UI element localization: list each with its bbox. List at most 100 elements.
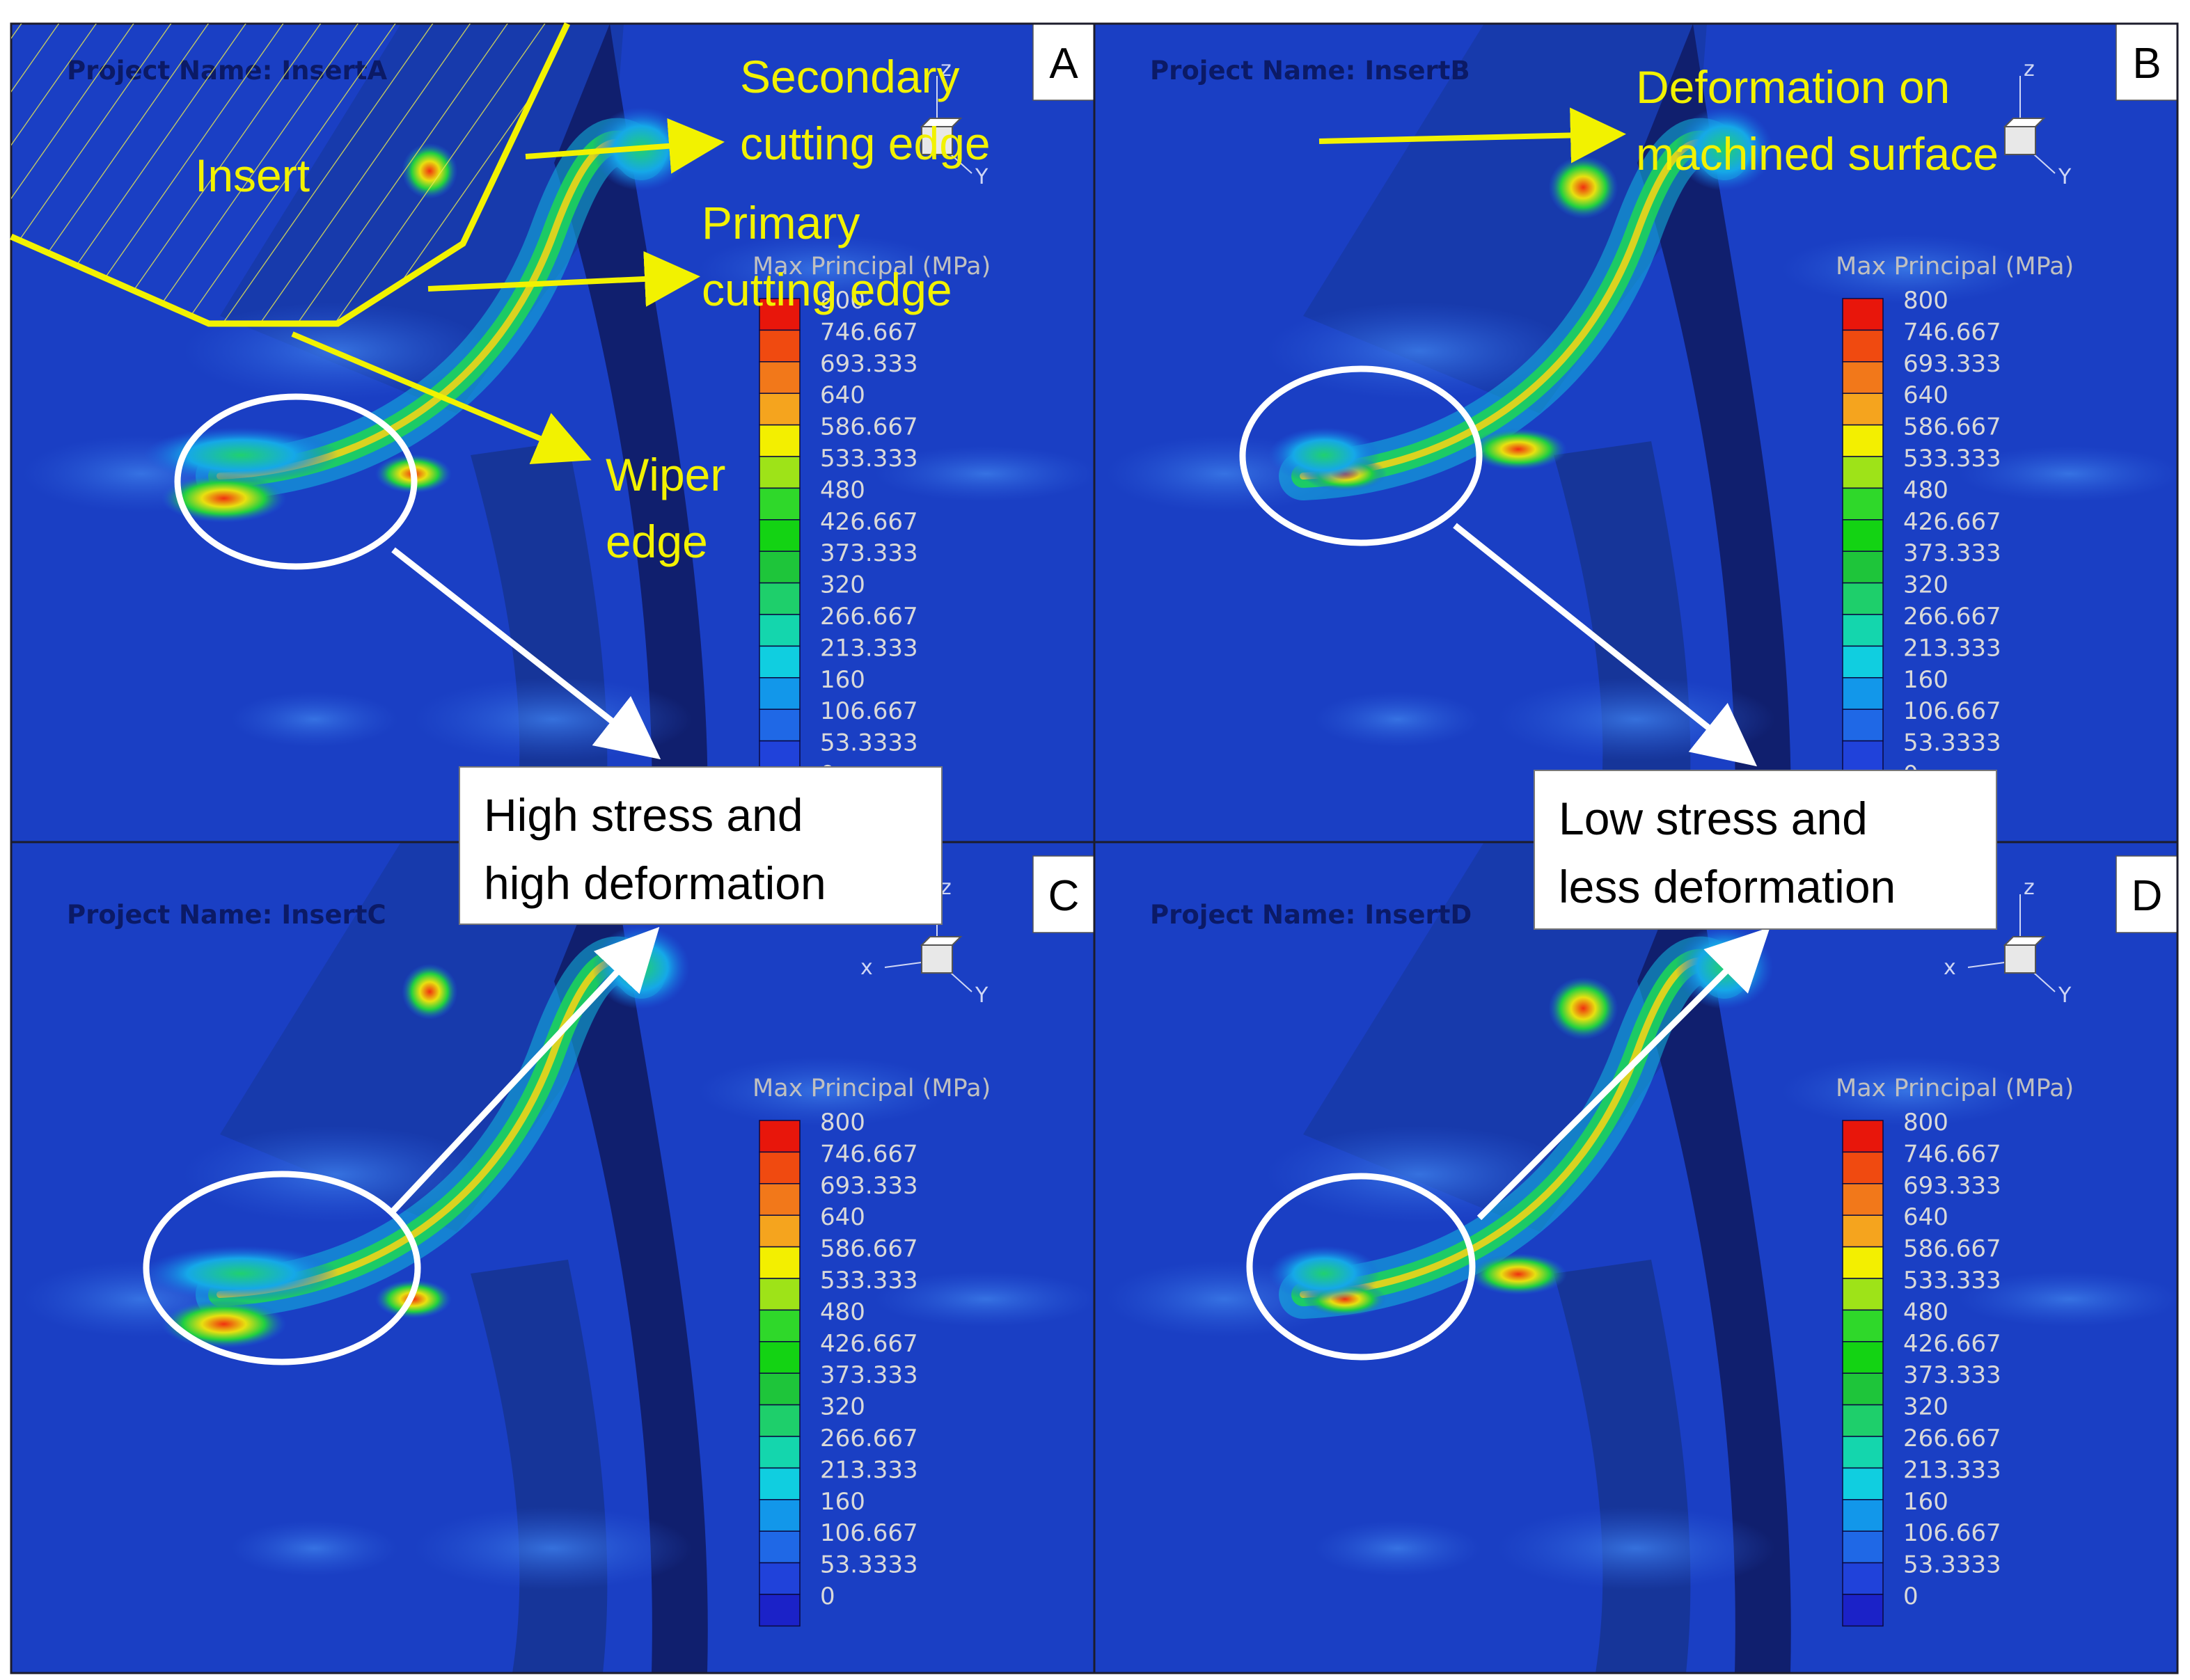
insert-label: Insert <box>195 150 310 201</box>
highlight-ellipse <box>174 393 418 570</box>
panel-letter: C <box>1032 855 1095 933</box>
legend-swatch <box>1842 1183 1884 1216</box>
legend-swatch <box>1842 645 1884 679</box>
legend-swatch <box>759 1530 801 1564</box>
highlight-ellipse <box>143 1171 421 1365</box>
legend-swatch <box>759 1151 801 1184</box>
panel-letter-text: B <box>2132 40 2161 88</box>
legend-label: 693.333 <box>1903 1172 2001 1200</box>
legend-swatch <box>1842 1499 1884 1532</box>
deformation-label-line: Deformation on <box>1636 61 1950 113</box>
y-axis-label: Y <box>2058 165 2072 189</box>
legend-label: 693.333 <box>820 1172 918 1200</box>
haze-patch <box>1314 1520 1481 1576</box>
legend-label: 693.333 <box>820 350 918 378</box>
legend-swatch <box>1842 298 1884 331</box>
panel-letter-box <box>2116 855 2178 933</box>
z-axis-label: z <box>2024 57 2035 81</box>
stress-hotspot <box>1548 976 1618 1040</box>
workpiece-groove <box>1637 24 1791 842</box>
legend-swatch <box>1842 1341 1884 1374</box>
legend-label: 160 <box>1903 1488 1948 1516</box>
legend-label: 213.333 <box>820 634 918 662</box>
low-stress-callout-box <box>1534 770 1997 930</box>
legend-label: 320 <box>820 571 865 599</box>
haze-patch <box>1781 1056 2032 1127</box>
insert-hatch <box>11 24 567 324</box>
legend-swatch <box>759 582 801 615</box>
legend-swatch <box>1842 424 1884 457</box>
stress-legend: Max Principal (MPa) 800 746.667 693.333 640 5… <box>753 1075 991 1627</box>
panel-letter: A <box>1032 23 1095 101</box>
stress-legend: Max Principal (MPa) 800 746.667 693.333 640 5… <box>1836 1075 2074 1627</box>
legend-swatch <box>1842 1120 1884 1153</box>
primary-edge-label: Primary cutting edge <box>702 197 952 315</box>
stress-legend: Max Principal (MPa) 800 746.667 693.333 640 5… <box>1836 253 2074 805</box>
insert-edge-line <box>10 22 571 327</box>
legend-swatch <box>1842 740 1884 773</box>
legend-label: 586.667 <box>1903 413 2001 441</box>
panel-letter-box <box>1032 855 1095 933</box>
legend-swatch <box>759 487 801 521</box>
legend-label: 53.3333 <box>820 729 918 757</box>
legend-label: 426.667 <box>820 1330 918 1358</box>
haze-patch <box>1781 234 2032 304</box>
legend-label: 53.3333 <box>1903 1551 2001 1579</box>
haze-patch <box>1497 1506 1775 1590</box>
legend-label: 213.333 <box>820 1456 918 1484</box>
y-axis-label: Y <box>2058 983 2072 1008</box>
legend-swatch <box>759 1467 801 1500</box>
legend-label: 480 <box>1903 1298 1948 1326</box>
legend-label: 266.667 <box>1903 603 2001 631</box>
legend-label: 106.667 <box>1903 1519 2001 1547</box>
legend-label: 320 <box>820 1393 865 1421</box>
haze-patch <box>698 1056 949 1127</box>
legend-label: 533.333 <box>820 445 918 473</box>
wiper-zone <box>143 427 338 483</box>
axis-triad: z Yx <box>1944 875 2072 1008</box>
legend-label: 533.333 <box>820 1267 918 1294</box>
legend-swatch <box>1842 1467 1884 1500</box>
legend-swatch <box>1842 329 1884 363</box>
legend-swatch <box>759 519 801 552</box>
legend-label: 0 <box>1903 1583 1919 1610</box>
legend-title: Max Principal (MPa) <box>1836 1075 2074 1102</box>
legend-title: Max Principal (MPa) <box>1836 253 2074 280</box>
project-name: Project Name: InsertD <box>1150 900 1472 930</box>
legend-swatch <box>759 1404 801 1437</box>
legend-label: 640 <box>1903 1203 1948 1231</box>
legend-swatch <box>759 329 801 363</box>
legend-label: 800 <box>820 287 865 315</box>
legend-swatch <box>1842 1151 1884 1184</box>
secondary-edge-label-line: Secondary <box>740 51 960 102</box>
y-axis-label: Y <box>975 165 988 189</box>
z-axis-label: z <box>940 875 952 900</box>
stress-hotspot <box>161 1299 287 1349</box>
legend-swatch <box>759 1436 801 1469</box>
wiper-edge-label-line: Wiper <box>606 449 725 500</box>
legend-swatch <box>1842 456 1884 489</box>
legend-label: 533.333 <box>1903 445 2001 473</box>
stress-hotspot <box>1470 1253 1568 1295</box>
high-stress-callout: High stress and high deformation <box>459 766 943 925</box>
legend-label: 533.333 <box>1903 1267 2001 1294</box>
high-stress-callout-line: high deformation <box>484 857 826 909</box>
legend-swatch <box>759 424 801 457</box>
arrow-wiper-edge <box>291 331 592 464</box>
legend-swatch <box>759 708 801 742</box>
z-axis-label: z <box>940 57 952 81</box>
legend-label: 480 <box>820 476 865 504</box>
x-axis-label: x <box>860 956 873 980</box>
legend-label: 480 <box>820 1298 865 1326</box>
legend-label: 640 <box>820 1203 865 1231</box>
legend-swatch <box>759 677 801 710</box>
haze-patch <box>182 1125 489 1223</box>
legend-label: 426.667 <box>820 508 918 536</box>
legend-label: 373.333 <box>1903 539 2001 567</box>
haze-patch <box>1957 1271 2181 1327</box>
axis-triad: z Yx <box>860 875 988 1008</box>
axis-cube-top <box>920 936 963 946</box>
legend-swatch <box>1842 1309 1884 1342</box>
legend-label: 426.667 <box>1903 508 2001 536</box>
